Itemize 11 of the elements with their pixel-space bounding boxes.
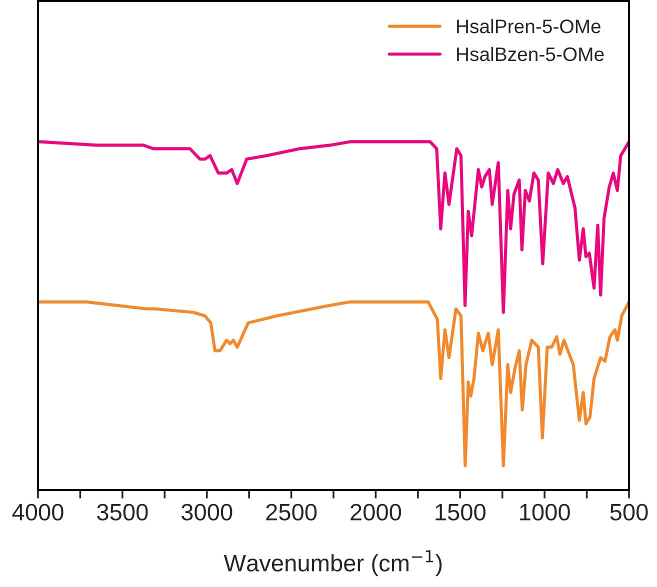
- x-tick-label: 3000: [181, 504, 232, 521]
- x-tick-label: 2000: [350, 504, 402, 521]
- legend-label: HsalBzen-5-OMe: [457, 46, 604, 62]
- x-tick-label: 1500: [436, 504, 486, 521]
- x-tick-label: 4000: [12, 504, 64, 521]
- x-tick-label: 1000: [520, 504, 570, 521]
- x-tick-label: 2500: [266, 504, 317, 521]
- x-tick-label: 500: [610, 504, 648, 521]
- x-axis-title: Wavenumber (cm$^{−1}$): [224, 550, 442, 576]
- legend-label: HsalPren-5-OMe: [457, 19, 600, 34]
- x-tick-label: 3500: [97, 504, 148, 521]
